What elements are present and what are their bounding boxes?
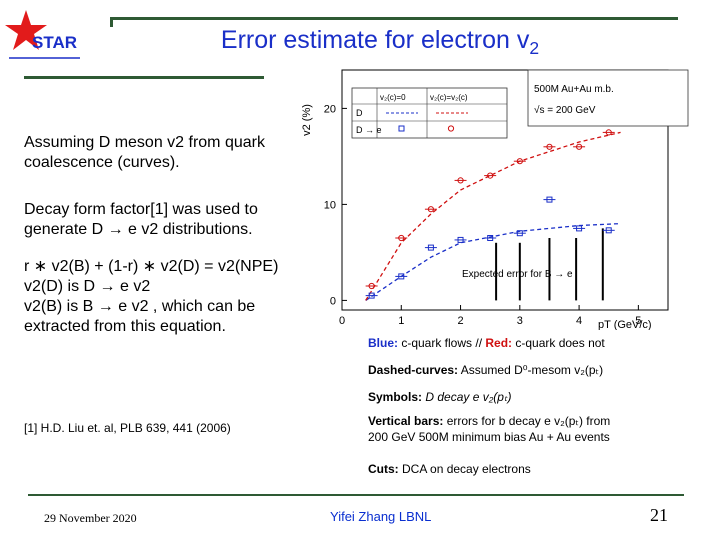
data-point-circle [457,177,464,184]
caption-symbols: Symbols: D decay e v₂(pₜ) [368,390,512,404]
x-tick-label: 1 [398,315,404,327]
data-point-circle [427,206,435,213]
y-axis-label: v2 (%) [301,104,313,136]
bullet-equation-block: r ∗ v2(B) + (1-r) ∗ v2(D) = v2(NPE) v2(D… [24,257,324,337]
equation-def-b: v2(B) is B → e v2 , which can be extract… [24,298,256,335]
y-tick-label: 10 [324,199,336,211]
title-subscript: 2 [529,38,540,58]
data-point-square [427,244,434,251]
plot-note: 500M Au+Au m.b. √s = 200 GeV [527,69,689,127]
caption-colors: Blue: c-quark flows // Red: c-quark does… [368,336,605,350]
data-point-square [605,227,612,234]
v2-plot-svg: 0 1 2 3 4 5 0 10 20 pT (GeV/c) v2 (%) v₂(c)=0 v₂(c… [301,69,689,331]
legend-row-d: D [356,108,363,118]
x-tick-label: 0 [339,315,345,327]
x-tick-label: 2 [457,315,463,327]
y-tick-label: 0 [330,295,336,307]
footer-author: Yifei Zhang LBNL [330,509,432,524]
equation-line: r ∗ v2(B) + (1-r) ∗ v2(D) = v2(NPE) [24,258,279,275]
x-tick-label: 3 [517,315,523,327]
note-energy: √s = 200 GeV [534,104,596,116]
v2-plot: 0 1 2 3 4 5 0 10 20 pT (GeV/c) v2 (%) v₂(c)=0 v₂(c… [300,60,690,331]
page-number: 21 [650,505,668,525]
star-logo: STAR [4,6,84,68]
expected-error-label: Expected error for B → e [462,269,573,280]
data-point-square [398,273,405,280]
top-rule-tick [110,17,113,27]
dashed-curve [365,131,621,301]
data-point-circle [368,282,375,290]
slide-title: Error estimate for electron v2 [110,26,650,59]
legend-row-d-to-e: D → e [356,125,382,135]
top-rule [110,17,678,20]
data-point-square [576,225,583,232]
svg-text:STAR: STAR [32,33,77,52]
caption-vertical-bars: Vertical bars: errors for b decay e v₂(p… [368,414,611,428]
plot-frame [341,69,669,311]
data-point-square [457,236,464,243]
equation-def-d: v2(D) is D → e v2 [24,278,151,295]
footer-date: 29 November 2020 [44,511,137,525]
data-point-square [516,230,523,237]
legend-header-v2c0: v₂(c)=0 [380,93,406,102]
data-point-circle [605,129,612,136]
title-text: Error estimate for electron v [220,26,530,54]
bottom-rule [28,494,684,496]
note-dataset: 500M Au+Au m.b. [534,84,614,95]
caption-vertical-bars-cont: 200 GeV 500M minimum bias Au + Au events [368,430,610,444]
data-point-circle [546,143,553,150]
legend-header-v2cv2c: v₂(c)=v₂(c) [430,93,468,102]
data-point-circle [575,143,583,150]
caption-cuts: Cuts: DCA on decay electrons [368,462,531,476]
data-point-square [487,235,494,241]
data-point-square [368,292,375,299]
bullet-decay-form-factor: Decay form factor[1] was used to generat… [24,201,258,238]
x-tick-label: 5 [635,315,641,327]
reference-footnote: [1] H.D. Liu et. al, PLB 639, 441 (2006) [24,421,231,435]
data-point-circle [487,172,494,179]
y-tick-label: 20 [324,103,336,115]
data-point-circle [516,158,523,165]
data-point-square [546,196,553,203]
x-tick-label: 4 [576,315,582,327]
x-axis-label: pT (GeV/c) [598,319,652,330]
mid-rule [24,76,264,79]
plot-legend: v₂(c)=0 v₂(c)=v₂(c) D D → e [351,87,508,139]
bullet-coalescence: Assuming D meson v2 from quark coalescen… [24,134,265,171]
data-point-circle [398,234,405,242]
caption-dashed-curves: Dashed-curves: Assumed D⁰-mesom v₂(pₜ) [368,363,604,377]
